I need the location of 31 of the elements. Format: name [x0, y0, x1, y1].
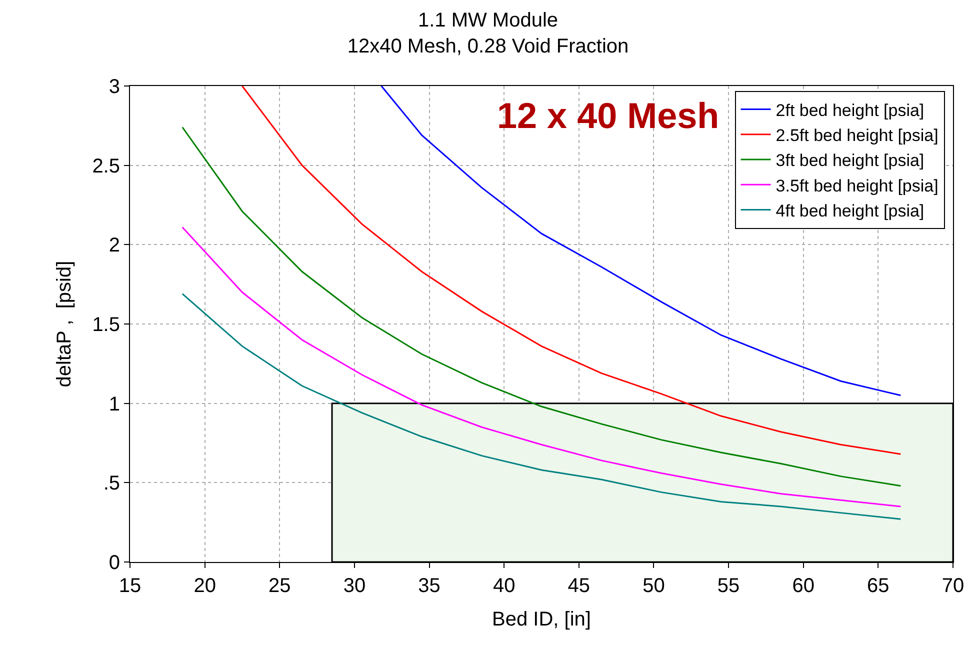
x-tick-label: 55	[717, 575, 740, 597]
y-tick-label: 1	[108, 393, 120, 416]
annotation: 12 x 40 Mesh	[497, 95, 720, 136]
legend-label: 2ft bed height [psia]	[776, 100, 924, 120]
line-series	[182, 293, 902, 520]
x-tick-label: 65	[867, 575, 890, 597]
legend-label: 4ft bed height [psia]	[776, 201, 924, 220]
y-tick-label: 2.5	[92, 155, 120, 178]
y-tick-label: 3	[108, 76, 120, 98]
x-tick-label: 15	[118, 575, 142, 597]
y-tick-label: 1.5	[92, 314, 120, 336]
y-axis-title: deltaP , [psid]	[54, 260, 76, 388]
y-tick-label: 0	[108, 552, 120, 574]
x-tick-label: 20	[194, 575, 216, 597]
line-series	[182, 226, 902, 508]
chart-subtitle: 12x40 Mesh, 0.28 Void Fraction	[347, 35, 629, 58]
x-tick-label: 35	[418, 575, 440, 597]
x-tick-label: 45	[568, 575, 590, 597]
chart-title: 1.1 MW Module	[418, 9, 558, 32]
x-tick-label: 30	[343, 575, 366, 597]
x-tick-label: 40	[492, 575, 516, 597]
legend-label: 3ft bed height [psia]	[776, 151, 924, 170]
x-axis-title: Bed ID, [in]	[492, 608, 591, 630]
x-tick-label: 50	[642, 575, 665, 597]
x-tick-label: 60	[792, 575, 814, 597]
y-tick-label: .5	[103, 472, 120, 495]
legend-label: 2.5ft bed height [psia]	[776, 126, 938, 146]
x-tick-label: 25	[268, 575, 291, 597]
x-tick-label: 70	[942, 575, 964, 597]
legend-label: 3.5ft bed height [psia]	[776, 176, 938, 196]
y-tick-label: 2	[108, 234, 120, 257]
